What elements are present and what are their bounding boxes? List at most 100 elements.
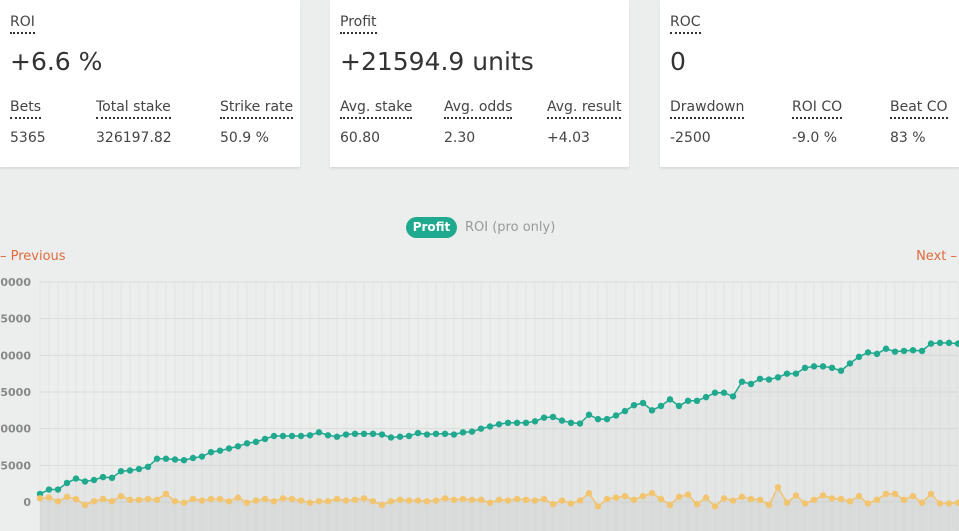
data-point[interactable] [522, 419, 530, 426]
data-point[interactable] [171, 498, 179, 505]
data-point[interactable] [954, 340, 959, 347]
data-point[interactable] [306, 499, 314, 506]
data-point[interactable] [504, 419, 512, 426]
data-point[interactable] [45, 494, 53, 501]
data-point[interactable] [648, 490, 656, 497]
data-point[interactable] [126, 496, 134, 503]
data-point[interactable] [837, 495, 845, 503]
data-point[interactable] [468, 496, 476, 503]
data-point[interactable] [513, 419, 521, 426]
total-stake-label[interactable]: Total stake [96, 99, 171, 119]
data-point[interactable] [639, 492, 647, 500]
data-point[interactable] [684, 397, 692, 404]
data-point[interactable] [918, 347, 926, 355]
data-point[interactable] [315, 498, 323, 505]
data-point[interactable] [36, 495, 44, 502]
data-point[interactable] [243, 440, 251, 447]
data-point[interactable] [423, 431, 431, 438]
data-point[interactable] [603, 495, 611, 503]
data-point[interactable] [396, 496, 404, 503]
data-point[interactable] [495, 496, 503, 503]
data-point[interactable] [657, 402, 665, 410]
data-point[interactable] [873, 496, 881, 503]
data-point[interactable] [324, 432, 332, 439]
data-point[interactable] [612, 412, 620, 419]
data-point[interactable] [945, 339, 953, 347]
data-point[interactable] [693, 397, 701, 404]
data-point[interactable] [909, 347, 917, 354]
data-point[interactable] [54, 498, 62, 505]
data-point[interactable] [873, 350, 881, 358]
next-link[interactable]: Next – [916, 249, 957, 264]
data-point[interactable] [630, 402, 638, 409]
data-point[interactable] [450, 496, 458, 503]
data-point[interactable] [369, 498, 377, 505]
data-point[interactable] [846, 498, 854, 505]
data-point[interactable] [333, 433, 341, 440]
data-point[interactable] [297, 497, 305, 504]
data-point[interactable] [144, 463, 152, 470]
data-point[interactable] [648, 407, 656, 414]
data-point[interactable] [99, 495, 107, 503]
drawdown-label[interactable]: Drawdown [670, 99, 745, 119]
data-point[interactable] [405, 497, 413, 504]
data-point[interactable] [108, 474, 116, 481]
data-point[interactable] [189, 454, 197, 462]
data-point[interactable] [558, 497, 566, 504]
data-point[interactable] [405, 432, 413, 440]
data-point[interactable] [747, 380, 755, 388]
data-point[interactable] [486, 499, 494, 506]
data-point[interactable] [765, 376, 773, 383]
data-point[interactable] [324, 498, 332, 505]
data-point[interactable] [747, 495, 755, 503]
data-point[interactable] [765, 501, 773, 509]
data-point[interactable] [936, 339, 944, 347]
data-point[interactable] [261, 495, 269, 503]
data-point[interactable] [855, 492, 863, 500]
data-point[interactable] [675, 402, 683, 410]
avg-result-label[interactable]: Avg. result [547, 99, 622, 119]
data-point[interactable] [513, 495, 521, 503]
data-point[interactable] [567, 500, 575, 507]
data-point[interactable] [504, 497, 512, 504]
data-point[interactable] [792, 370, 800, 377]
data-point[interactable] [423, 498, 431, 505]
beat-co-label[interactable]: Beat CO [890, 99, 948, 119]
data-point[interactable] [459, 495, 467, 503]
data-point[interactable] [711, 503, 719, 510]
data-point[interactable] [279, 495, 287, 502]
data-point[interactable] [900, 347, 908, 355]
data-point[interactable] [666, 396, 674, 403]
data-point[interactable] [702, 393, 710, 401]
data-point[interactable] [729, 497, 737, 504]
data-point[interactable] [945, 500, 953, 507]
data-point[interactable] [909, 492, 917, 500]
data-point[interactable] [351, 496, 359, 503]
data-point[interactable] [72, 475, 80, 482]
data-point[interactable] [720, 495, 728, 502]
data-point[interactable] [441, 430, 449, 437]
data-point[interactable] [171, 456, 179, 463]
data-point[interactable] [225, 445, 233, 452]
data-point[interactable] [288, 432, 296, 440]
data-point[interactable] [630, 496, 638, 503]
data-point[interactable] [252, 438, 260, 446]
data-point[interactable] [477, 425, 485, 432]
data-point[interactable] [576, 420, 584, 427]
roc-caption[interactable]: ROC [670, 14, 701, 34]
data-point[interactable] [522, 496, 530, 503]
data-point[interactable] [387, 434, 395, 441]
data-point[interactable] [198, 497, 206, 504]
data-point[interactable] [351, 430, 359, 437]
data-point[interactable] [117, 468, 125, 475]
data-point[interactable] [531, 497, 539, 504]
data-point[interactable] [792, 492, 800, 499]
data-point[interactable] [657, 495, 665, 503]
data-point[interactable] [585, 411, 593, 418]
data-point[interactable] [612, 494, 620, 501]
data-point[interactable] [369, 430, 377, 437]
data-point[interactable] [756, 375, 764, 382]
data-point[interactable] [108, 498, 116, 505]
data-point[interactable] [954, 499, 959, 506]
data-point[interactable] [594, 503, 602, 510]
